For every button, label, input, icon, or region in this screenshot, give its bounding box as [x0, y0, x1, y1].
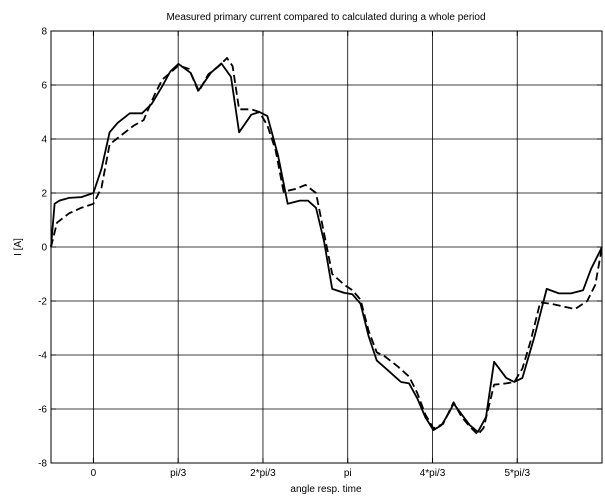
- y-axis-title: I [A]: [13, 238, 24, 256]
- calculated-current-line: [50, 57, 603, 436]
- y-tick-label: 4: [41, 135, 47, 146]
- y-tick-label: 2: [41, 189, 47, 200]
- x-tick-label: pi/3: [170, 468, 187, 479]
- x-tick-label: 0: [91, 468, 97, 479]
- y-tick-label: -8: [38, 459, 47, 470]
- y-tick-label: -6: [38, 405, 47, 416]
- x-tick-label: 2*pi/3: [250, 468, 276, 479]
- y-tick-label: 0: [41, 243, 47, 254]
- y-tick-label: 8: [41, 27, 47, 38]
- y-tick-label: -4: [38, 351, 47, 362]
- x-tick-label: 5*pi/3: [504, 468, 530, 479]
- x-tick-label: pi: [344, 468, 352, 479]
- chart-title: Measured primary current compared to cal…: [166, 12, 485, 23]
- measured-current-line: [50, 62, 603, 433]
- axis-ticks: 0 pi/3 2*pi/3 pi 4*pi/3 5*pi/3 8 6 4 2 0 -2 -4 -6 -8: [38, 27, 602, 479]
- x-axis-title: angle resp. time: [290, 484, 362, 495]
- y-tick-label: 6: [41, 81, 47, 92]
- series-lines: [50, 57, 603, 436]
- x-tick-label: 4*pi/3: [420, 468, 446, 479]
- y-tick-label: -2: [38, 297, 47, 308]
